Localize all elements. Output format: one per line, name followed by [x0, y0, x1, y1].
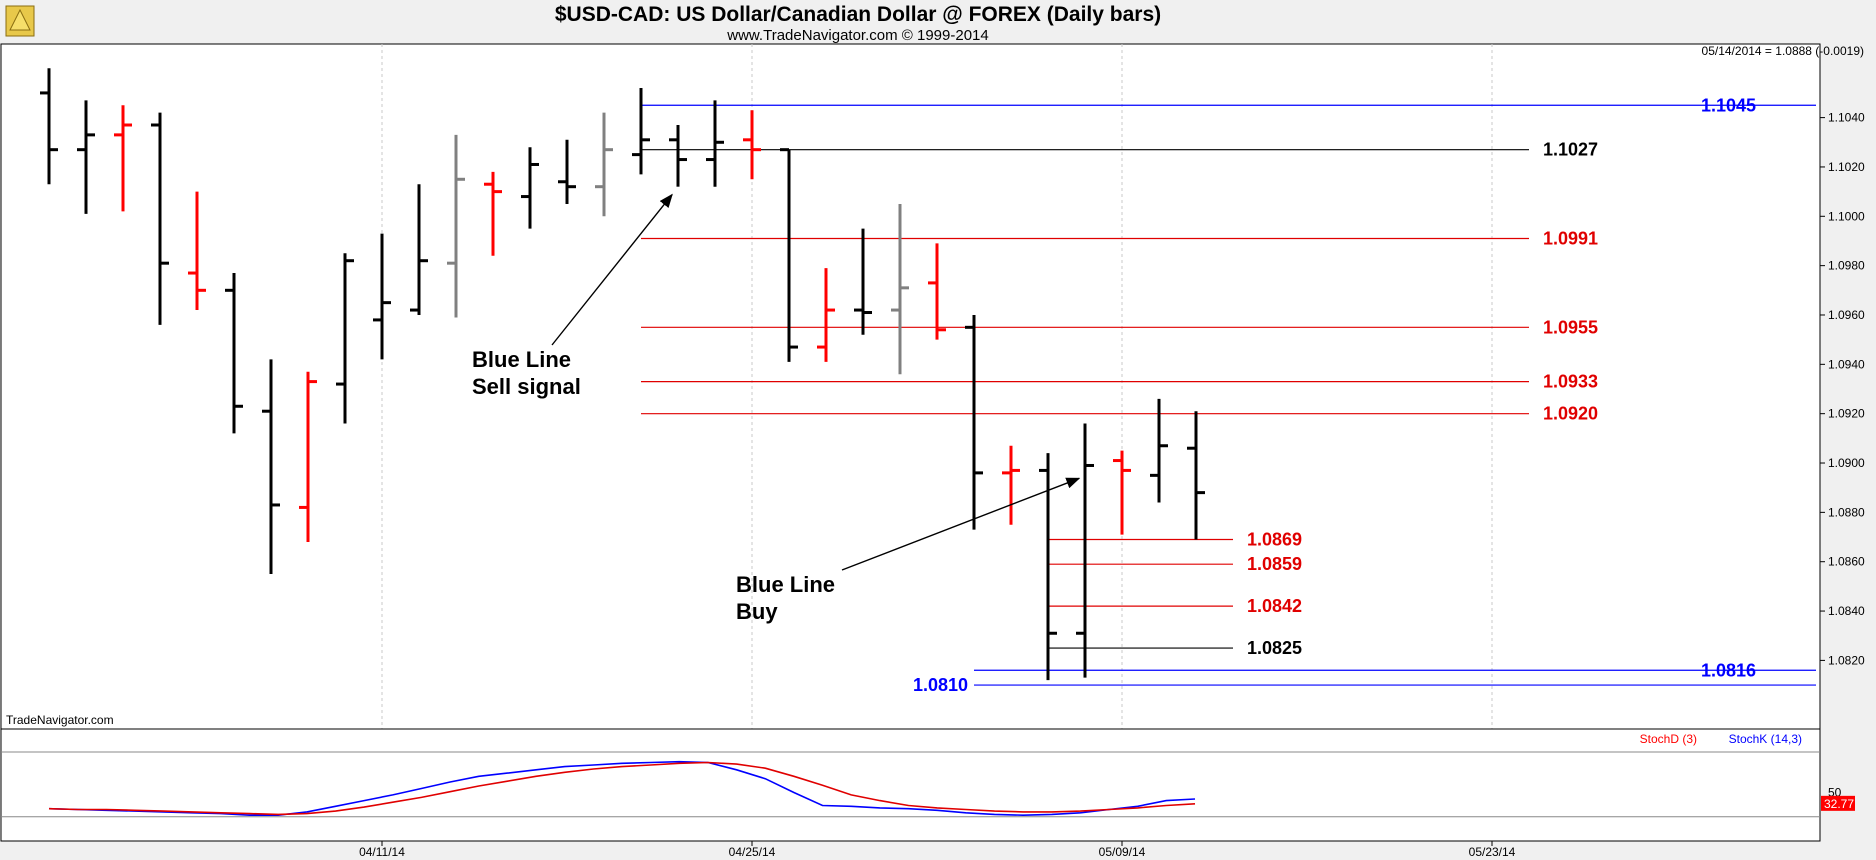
price-panel	[0, 43, 1821, 730]
y-tick-label: 1.0980	[1828, 259, 1865, 273]
level-label: 1.0810	[913, 675, 968, 695]
watermark: TradeNavigator.com	[6, 713, 114, 727]
y-tick-label: 1.1040	[1828, 111, 1865, 125]
stoch-series-line	[48, 760, 1196, 817]
x-tick-label: 05/09/14	[1099, 845, 1146, 859]
price-bars	[40, 68, 1205, 681]
level-label: 1.0825	[1247, 638, 1302, 658]
y-tick-label: 1.0860	[1828, 555, 1865, 569]
chart-title: $USD-CAD: US Dollar/Canadian Dollar @ FO…	[555, 3, 1161, 26]
x-tick-label: 04/25/14	[729, 845, 776, 859]
x-axis: 04/11/14 04/25/14 05/09/14 05/23/14	[359, 841, 1516, 859]
x-tick-label: 04/11/14	[359, 845, 405, 859]
y-tick-label: 1.0840	[1828, 604, 1865, 618]
level-label: 1.1027	[1543, 140, 1598, 160]
stochastic-panel	[0, 728, 1821, 842]
y-tick-label: 1.0920	[1828, 407, 1865, 421]
level-label: 1.0859	[1247, 554, 1302, 574]
stoch-last-value: 32.77	[1824, 797, 1854, 811]
y-axis: 1.0820 1.0840 1.0860 1.0880 1.0900 1.0920 1.09…	[1820, 111, 1865, 667]
level-label: 1.0920	[1543, 404, 1598, 424]
legend-stochk: StochK (14,3)	[1729, 732, 1802, 746]
annotation-arrow	[551, 193, 673, 346]
level-label: 1.0933	[1543, 372, 1598, 392]
level-label: 1.0842	[1247, 596, 1302, 616]
annotation-text: Buy	[736, 599, 778, 624]
y-tick-label: 1.0820	[1828, 653, 1865, 667]
y-tick-label: 1.0940	[1828, 357, 1865, 371]
level-label: 1.0869	[1247, 530, 1302, 550]
level-label: 1.0991	[1543, 229, 1598, 249]
level-label: 1.1045	[1701, 95, 1756, 115]
annotation-text: Sell signal	[472, 374, 581, 399]
x-tick-label: 05/23/14	[1469, 845, 1516, 859]
annotation-arrow	[841, 477, 1081, 571]
level-label: 1.0955	[1543, 317, 1598, 337]
logo-icon	[5, 5, 35, 37]
last-quote: 05/14/2014 = 1.0888 (-0.0019)	[1702, 44, 1864, 58]
y-tick-label: 1.0880	[1828, 505, 1865, 519]
stoch-series-line	[48, 761, 1196, 816]
y-tick-label: 1.1020	[1828, 160, 1865, 174]
annotation-text: Blue Line	[472, 347, 571, 372]
legend-stochd: StochD (3)	[1640, 732, 1697, 746]
stoch-last-value-badge	[1821, 795, 1855, 811]
y-tick-label: 1.0900	[1828, 456, 1865, 470]
y-tick-label: 1.1000	[1828, 209, 1865, 223]
level-label: 1.0816	[1701, 660, 1756, 680]
annotation-text: Blue Line	[736, 572, 835, 597]
y-tick-label: 1.0960	[1828, 308, 1865, 322]
chart-subtitle: www.TradeNavigator.com © 1999-2014	[726, 27, 988, 44]
